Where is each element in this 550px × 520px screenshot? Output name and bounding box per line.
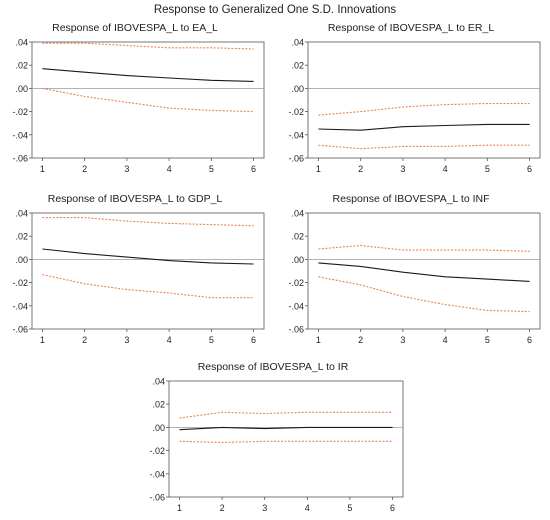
x-tick-label: 6 xyxy=(390,503,395,513)
x-tick-label: 1 xyxy=(40,164,45,174)
y-tick-label: .02 xyxy=(15,232,28,242)
x-tick-label: 6 xyxy=(527,164,532,174)
chart-svg: .04 .02 .00 -.02 -.04 -.06 1 2 3 4 5 6 xyxy=(12,38,265,174)
upper-series-line xyxy=(318,102,530,116)
x-tick-label: 3 xyxy=(400,335,405,345)
x-tick-label: 5 xyxy=(209,164,214,174)
y-tick-label: -.02 xyxy=(149,446,165,456)
x-tick-label: 3 xyxy=(124,335,129,345)
lower-series-line xyxy=(318,276,530,313)
x-tick-label: 2 xyxy=(358,164,363,174)
y-tick-label: -.04 xyxy=(12,130,28,140)
plot-frame xyxy=(31,41,265,159)
y-tick-label: .00 xyxy=(15,84,28,94)
x-tick-label: 4 xyxy=(167,164,172,174)
y-tick-label: .00 xyxy=(152,423,165,433)
panel-title: Response of IBOVESPA_L to ER_L xyxy=(327,22,495,34)
x-tick-label: 3 xyxy=(262,503,267,513)
chart-svg: .04 .02 .00 -.02 -.04 -.06 1 2 3 4 5 6 xyxy=(288,209,541,345)
x-tick-label: 4 xyxy=(305,503,310,513)
y-tick-label: -.02 xyxy=(288,278,304,288)
lower-series-line xyxy=(179,440,393,444)
chart-panel-gdp: Response of IBOVESPA_L to GDP_L .04.02.0… xyxy=(0,193,270,348)
lower-series-line xyxy=(42,87,254,113)
y-tick-label: .04 xyxy=(15,38,28,48)
y-tick-label: -.04 xyxy=(288,301,304,311)
x-tick-label: 1 xyxy=(316,164,321,174)
y-tick-label: .02 xyxy=(291,232,304,242)
y-tick-label: .00 xyxy=(291,84,304,94)
panel-title: Response of IBOVESPA_L to EA_L xyxy=(52,22,218,34)
y-tick-label: -.06 xyxy=(12,325,28,335)
x-tick-label: 3 xyxy=(400,164,405,174)
response-series-line xyxy=(318,123,530,131)
x-tick-label: 2 xyxy=(220,503,225,513)
response-series-line xyxy=(42,68,254,82)
y-tick-label: .00 xyxy=(15,255,28,265)
x-tick-label: 1 xyxy=(177,503,182,513)
panel-title: Response of IBOVESPA_L to GDP_L xyxy=(47,193,223,205)
y-tick-label: -.04 xyxy=(12,301,28,311)
plot-frame xyxy=(31,212,265,330)
y-tick-label: .02 xyxy=(291,61,304,71)
y-tick-label: -.02 xyxy=(12,107,28,117)
y-tick-label: -.02 xyxy=(288,107,304,117)
lower-series-line xyxy=(318,144,530,150)
chart-panel-ea: Response of IBOVESPA_L to EA_L .04 .02 .00… xyxy=(0,22,270,177)
x-tick-label: 2 xyxy=(82,335,87,345)
x-tick-label: 1 xyxy=(316,335,321,345)
x-tick-label: 5 xyxy=(485,335,490,345)
chart-panel-inf: Response of IBOVESPA_L to INF .04 .02 .00 -… xyxy=(276,193,546,348)
chart-svg: .04 .02 .00 -.02 -.04 -.06 1 2 3 4 5 6 xyxy=(288,38,541,174)
chart-panel-er: Response of IBOVESPA_L to ER_L .04 .02 .00… xyxy=(276,22,546,177)
x-tick-label: 4 xyxy=(443,164,448,174)
x-tick-label: 2 xyxy=(358,335,363,345)
response-series-line xyxy=(318,262,530,282)
y-tick-label: .02 xyxy=(152,400,165,410)
x-tick-label: 4 xyxy=(443,335,448,345)
x-tick-label: 4 xyxy=(167,335,172,345)
chart-panel-ir: Response of IBOVESPA_L to IR .04 .02 .00 -.… xyxy=(137,361,409,516)
y-tick-label: -.06 xyxy=(12,154,28,164)
y-tick-label: .00 xyxy=(291,255,304,265)
y-tick-label: -.06 xyxy=(288,325,304,335)
upper-series-line xyxy=(42,217,254,227)
x-tick-label: 3 xyxy=(124,164,129,174)
plot-frame xyxy=(307,41,541,159)
y-tick-label: .04 xyxy=(152,377,165,387)
y-tick-label: .02 xyxy=(15,61,28,71)
plot-frame xyxy=(168,380,404,498)
x-tick-label: 5 xyxy=(347,503,352,513)
chart-svg: .04 .02 .00 -.02 -.04 -.06 1 2 3 4 5 6 xyxy=(149,377,404,513)
figure-title: Response to Generalized One S.D. Innovat… xyxy=(153,4,397,16)
y-tick-label: -.06 xyxy=(149,493,165,503)
lower-series-line xyxy=(42,273,254,299)
y-tick-label: -.06 xyxy=(288,154,304,164)
x-tick-label: 5 xyxy=(209,335,214,345)
y-tick-label: .04 xyxy=(291,38,304,48)
response-series-line xyxy=(42,248,254,265)
x-tick-label: 6 xyxy=(527,335,532,345)
upper-series-line xyxy=(318,244,530,252)
upper-series-line xyxy=(42,42,254,50)
upper-series-line xyxy=(179,411,393,419)
response-series-line xyxy=(179,426,393,431)
x-tick-label: 6 xyxy=(251,164,256,174)
y-tick-label: -.04 xyxy=(288,130,304,140)
y-tick-label: -.04 xyxy=(149,469,165,479)
plot-frame xyxy=(307,212,541,330)
y-tick-label: .04 xyxy=(15,209,28,219)
x-tick-label: 1 xyxy=(40,335,45,345)
chart-svg: .04 .02 .00 -.02 -.04 -.06 1 2 3 4 5 6 xyxy=(12,209,265,345)
x-tick-label: 6 xyxy=(251,335,256,345)
x-tick-label: 5 xyxy=(485,164,490,174)
y-tick-label: -.02 xyxy=(12,278,28,288)
x-tick-label: 2 xyxy=(82,164,87,174)
y-tick-label: .04 xyxy=(291,209,304,219)
panel-title: Response of IBOVESPA_L to INF xyxy=(332,193,490,205)
panel-title: Response of IBOVESPA_L to IR xyxy=(197,361,349,373)
